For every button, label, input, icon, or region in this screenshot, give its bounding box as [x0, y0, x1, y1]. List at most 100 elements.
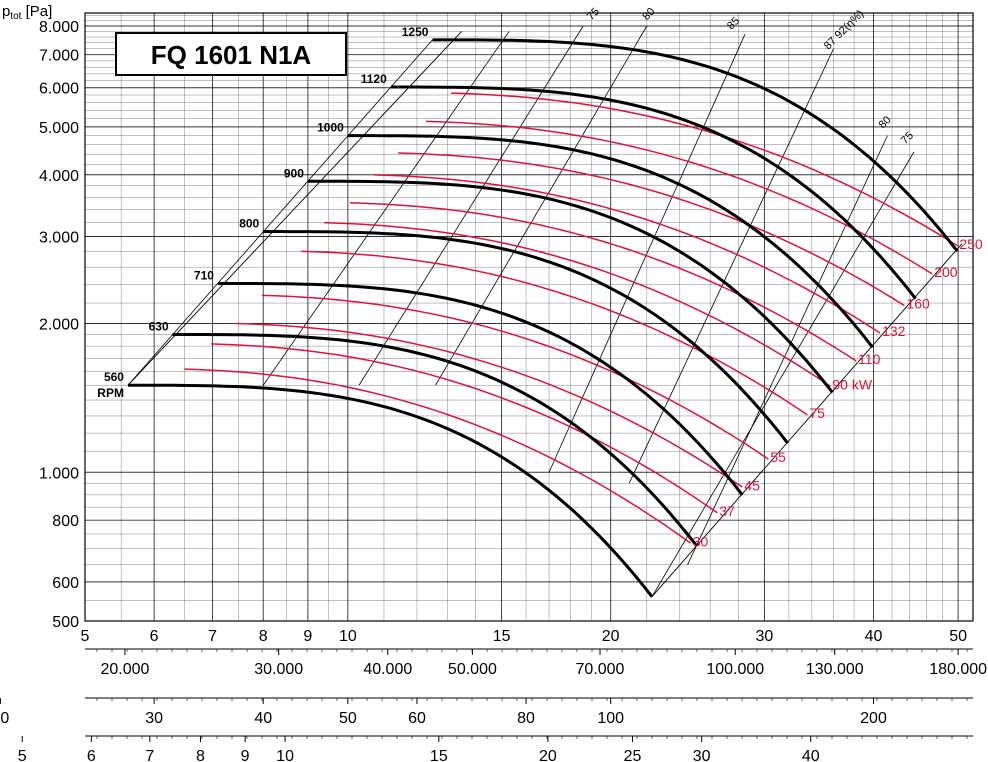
y-tick-label: 8.000 [39, 19, 79, 36]
secondary-axis-label: 60 [408, 710, 426, 727]
efficiency-label: 85 [725, 15, 742, 32]
y-tick-label: 2.000 [39, 317, 79, 334]
power-line [398, 152, 905, 307]
power-line-label: 110 [858, 351, 881, 367]
x-tick-label: 7 [208, 628, 217, 645]
y-tick-label: 6.000 [39, 81, 79, 98]
efficiency-line [127, 39, 433, 386]
secondary-axis-label: 8 [196, 748, 205, 762]
secondary-axis-label: 50.000 [448, 661, 497, 678]
speed-curve-label: 900 [284, 166, 304, 180]
secondary-axis-label: 6 [87, 748, 96, 762]
power-line [261, 294, 769, 460]
secondary-axis-label: 20 [539, 748, 557, 762]
speed-curve [432, 38, 959, 253]
x-tick-label: 20 [602, 628, 620, 645]
envelope-line [651, 243, 963, 597]
secondary-axis-label: 30 [693, 748, 711, 762]
speed-curve [218, 282, 744, 496]
secondary-axis-label: 40 [254, 710, 272, 727]
power-line-label: 55 [770, 449, 786, 465]
speed-curve-label: 800 [239, 217, 259, 231]
efficiency-line [628, 48, 834, 484]
efficiency-label: 75 [899, 130, 916, 147]
envelope-line [127, 31, 462, 386]
power-line [451, 92, 958, 247]
power-line-label: 200 [934, 264, 958, 280]
title-box: FQ 1601 N1A [115, 32, 347, 76]
secondary-axis-label: 100.000 [706, 661, 764, 678]
x-tick-label: 10 [339, 628, 357, 645]
secondary-axis-label: 5 [18, 748, 27, 762]
power-line [236, 322, 743, 488]
speed-curve [307, 179, 834, 394]
x-tick-label: 30 [756, 628, 774, 645]
power-line [373, 174, 881, 334]
speed-curve [172, 333, 698, 548]
y-tick-label: 1.000 [39, 465, 79, 482]
power-line-label: 90 kW [832, 376, 872, 392]
efficiency-line [548, 34, 746, 473]
secondary-axis-label: 70.000 [576, 661, 625, 678]
secondary-axis-label: 130.000 [806, 661, 864, 678]
power-line-label: 30 [693, 533, 709, 549]
power-line [184, 368, 692, 544]
axes: 500 600 800 1.000 2.000 3.000 4.000 5.000 6.000 7… [0, 19, 987, 762]
secondary-axis-label: 40.000 [363, 661, 412, 678]
y-tick-label: 800 [52, 513, 79, 530]
speed-curve-label: 630 [149, 320, 169, 334]
speed-curve-label: 1250 [402, 25, 429, 39]
secondary-axis-label: 20.000 [100, 661, 149, 678]
power-line [349, 202, 857, 362]
secondary-axis-label: 40 [802, 748, 820, 762]
x-tick-label: 40 [865, 628, 883, 645]
y-tick-label: 5.000 [39, 120, 79, 137]
y-tick-label: 7.000 [39, 48, 79, 65]
power-line [324, 221, 831, 387]
grid-lines [84, 13, 974, 622]
speed-curve-label: 1120 [361, 72, 387, 86]
y-axis-label-sub: tot [10, 11, 21, 22]
secondary-axis-label: 15 [430, 748, 448, 762]
power-line [211, 343, 718, 514]
y-tick-label: 3.000 [39, 229, 79, 246]
secondary-axis-label: 80 [517, 710, 535, 727]
x-tick-label: 8 [259, 628, 268, 645]
power-lines [184, 92, 958, 544]
speed-curve-label: 560 [104, 370, 124, 384]
power-line [301, 250, 808, 416]
speed-curve [347, 134, 874, 349]
speed-curve-label: 1000 [317, 121, 344, 135]
efficiency-label: 80 [877, 114, 894, 131]
efficiency-line [651, 151, 915, 597]
y-tick-label: 500 [52, 614, 79, 631]
speed-curves [128, 38, 959, 598]
efficiency-line [687, 135, 888, 565]
secondary-axis-label: 30.000 [254, 661, 303, 678]
y-tick-label: 4.000 [39, 168, 79, 185]
secondary-axis-label: 20 [0, 710, 9, 727]
efficiency-line [435, 25, 648, 386]
chart-title: FQ 1601 N1A [151, 40, 312, 70]
speed-curve [128, 383, 654, 598]
efficiency-line [262, 31, 510, 386]
secondary-axis-label: 100 [597, 710, 624, 727]
power-line-label: 160 [906, 296, 930, 312]
diagonal-lines [127, 25, 963, 597]
y-axis-label: ptot [Pa] [2, 3, 52, 22]
efficiency-label: 80 [640, 6, 657, 23]
y-axis-label-unit: [Pa] [21, 3, 52, 20]
speed-curve-label: 710 [194, 268, 214, 282]
x-tick-label: 5 [81, 628, 90, 645]
speed-curve [390, 85, 917, 300]
power-line [425, 120, 933, 275]
secondary-axis-label: 9 [241, 748, 250, 762]
secondary-axis-label: 25 [624, 748, 642, 762]
secondary-axis-label: 200 [860, 710, 887, 727]
power-line-label: 75 [809, 405, 825, 421]
secondary-axis-label: 30 [145, 710, 163, 727]
efficiency-label: 75 [585, 6, 602, 23]
x-tick-label: 15 [493, 628, 511, 645]
secondary-axis-label: 10 [276, 748, 294, 762]
